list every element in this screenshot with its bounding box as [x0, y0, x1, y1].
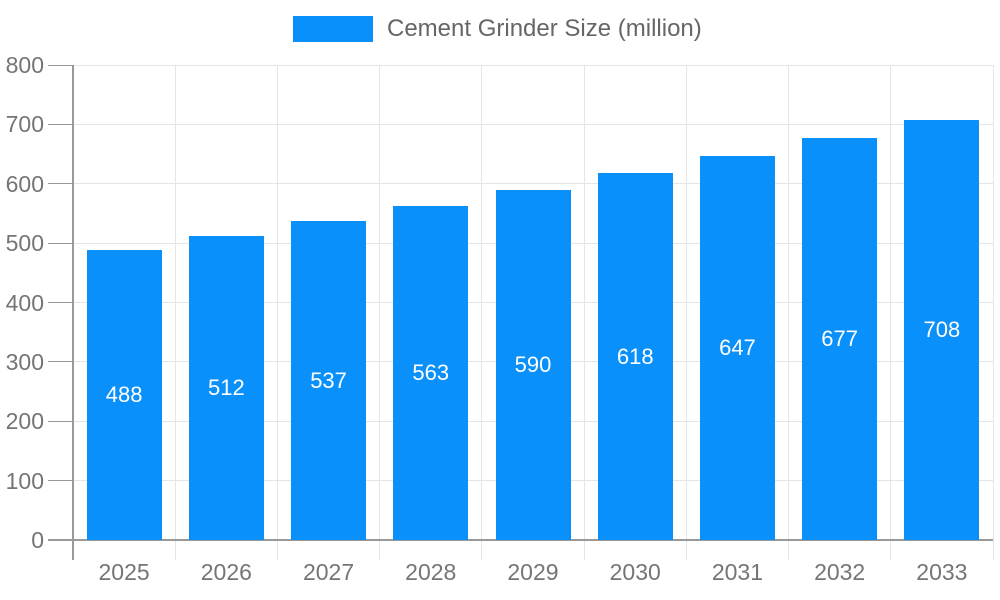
x-tick-label: 2026 — [200, 559, 252, 585]
bar-value-label: 677 — [821, 326, 859, 352]
x-axis-line — [48, 539, 993, 541]
bar-value-label: 618 — [616, 343, 654, 369]
x-tick-label: 2028 — [405, 559, 457, 585]
x-tick — [992, 540, 994, 560]
x-tick — [379, 540, 381, 560]
x-tick-label: 2032 — [814, 559, 866, 585]
x-tick-label: 2029 — [507, 559, 559, 585]
bar-value-label: 590 — [514, 351, 552, 377]
bar-value-label: 708 — [923, 316, 961, 342]
y-axis-line — [72, 65, 74, 560]
y-tick — [48, 64, 73, 66]
x-tick-label: 2031 — [711, 559, 764, 585]
bar-2031: 647 — [699, 155, 775, 540]
bar-2029: 590 — [495, 189, 571, 540]
y-tick — [48, 183, 73, 185]
bar-2025: 488 — [86, 250, 162, 540]
y-tick-label: 300 — [5, 348, 44, 375]
x-gridline — [583, 65, 585, 540]
x-gridline — [685, 65, 687, 540]
bar-2026: 512 — [188, 236, 264, 540]
y-tick — [48, 420, 73, 422]
x-gridline — [481, 65, 483, 540]
legend-item[interactable]: Cement Grinder Size (million) — [293, 16, 702, 42]
bar-value-label: 488 — [105, 382, 143, 408]
y-tick-label: 100 — [5, 467, 44, 494]
x-tick-label: 2033 — [916, 559, 968, 585]
bar-2027: 537 — [291, 221, 367, 540]
legend-label: Cement Grinder Size (million) — [387, 15, 702, 42]
y-tick — [48, 242, 73, 244]
bar-value-label: 647 — [719, 334, 756, 360]
y-tick-label: 200 — [5, 408, 44, 435]
legend-swatch — [293, 16, 373, 42]
x-tick — [481, 540, 483, 560]
bar-2028: 563 — [393, 205, 469, 540]
y-tick-label: 0 — [31, 527, 44, 553]
x-tick-label: 2030 — [609, 559, 661, 585]
x-tick-label: 2027 — [302, 559, 355, 585]
y-tick — [48, 480, 73, 482]
y-tick-label: 600 — [5, 170, 44, 197]
y-gridline — [73, 183, 993, 185]
bar-2032: 677 — [802, 138, 878, 540]
x-gridline — [276, 65, 278, 540]
x-tick — [788, 540, 790, 560]
bar-value-label: 537 — [310, 367, 347, 393]
y-tick — [48, 361, 73, 363]
y-gridline — [73, 123, 993, 125]
x-tick — [685, 540, 687, 560]
x-gridline — [992, 65, 994, 540]
x-tick — [583, 540, 585, 560]
bar-value-label: 563 — [412, 359, 450, 385]
x-tick — [174, 540, 176, 560]
bar-2030: 618 — [597, 173, 673, 540]
x-tick — [276, 540, 278, 560]
x-gridline — [788, 65, 790, 540]
x-tick-label: 2025 — [98, 559, 150, 585]
y-tick-label: 800 — [5, 52, 44, 78]
x-tick — [890, 540, 892, 560]
bar-value-label: 512 — [207, 375, 245, 400]
y-tick-label: 400 — [5, 289, 44, 316]
x-gridline — [174, 65, 176, 540]
bar-2033: 708 — [904, 119, 980, 540]
y-tick — [48, 123, 73, 125]
y-gridline — [73, 64, 993, 66]
x-gridline — [379, 65, 381, 540]
y-tick-label: 500 — [5, 230, 44, 257]
y-tick-label: 700 — [5, 111, 44, 138]
x-gridline — [890, 65, 892, 540]
y-tick — [48, 302, 73, 303]
